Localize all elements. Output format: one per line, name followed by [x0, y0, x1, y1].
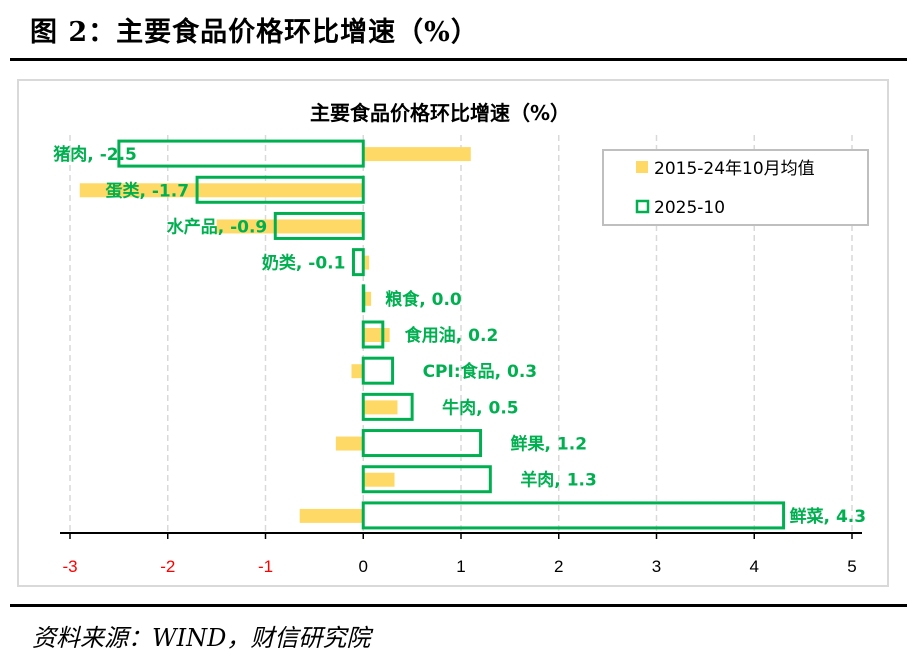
avg-bar: [363, 291, 372, 306]
avg-bar: [79, 183, 364, 198]
x-tick-label: 2: [554, 557, 563, 576]
x-tick-label: 1: [456, 557, 465, 576]
current-bar: [273, 211, 365, 240]
data-label: 猪肉, -2.5: [53, 144, 137, 165]
data-label: 牛肉, 0.5: [442, 397, 519, 418]
current-bar: [361, 356, 395, 385]
current-bar: [361, 392, 414, 421]
chart-title: 主要食品价格环比增速（%）: [310, 101, 570, 125]
x-tick-label: 3: [652, 557, 661, 576]
data-label: 奶类, -0.1: [262, 253, 346, 274]
avg-bar: [216, 219, 364, 234]
current-bar: [117, 139, 365, 168]
current-bar: [361, 501, 786, 530]
avg-bar: [363, 147, 471, 162]
legend-swatch-avg: [636, 161, 648, 173]
x-tick-label: -2: [160, 557, 175, 576]
current-bar: [361, 320, 385, 349]
x-tick-label: -3: [62, 557, 77, 576]
source-note: 资料来源：WIND，财信研究院: [32, 624, 371, 652]
current-bar: [195, 175, 365, 204]
avg-bar: [351, 364, 364, 379]
x-tick-label: 4: [750, 557, 759, 576]
data-label: 蛋类, -1.7: [106, 180, 190, 201]
x-tick-label: 0: [359, 557, 368, 576]
legend-swatch-current: [635, 199, 650, 214]
data-label: CPI:食品, 0.3: [423, 361, 538, 382]
avg-bar: [299, 508, 364, 523]
avg-bar: [363, 328, 390, 342]
data-label: 粮食, 0.0: [385, 289, 462, 310]
avg-bar: [363, 400, 398, 415]
current-bar: [351, 248, 365, 277]
data-label: 鲜菜, 4.3: [790, 506, 867, 527]
x-tick-label: 5: [847, 557, 856, 576]
data-label: 鲜果, 1.2: [511, 434, 588, 455]
avg-bar: [363, 255, 370, 270]
top-rule: [10, 58, 907, 61]
legend-label-avg: 2015-24年10月均值: [654, 159, 815, 179]
avg-bar: [363, 472, 395, 487]
avg-bar: [335, 436, 364, 451]
legend-label-current: 2025-10: [654, 198, 725, 218]
current-bar: [361, 429, 483, 458]
data-label: 食用油, 0.2: [405, 325, 499, 346]
current-bar: [361, 284, 366, 313]
data-label: 水产品, -0.9: [167, 216, 268, 237]
bottom-rule: [10, 604, 907, 607]
data-label: 羊肉, 1.3: [520, 470, 597, 491]
current-bar: [361, 465, 492, 494]
x-tick-label: -1: [258, 557, 273, 576]
figure-title: 图 2：主要食品价格环比增速（%）: [30, 17, 479, 48]
